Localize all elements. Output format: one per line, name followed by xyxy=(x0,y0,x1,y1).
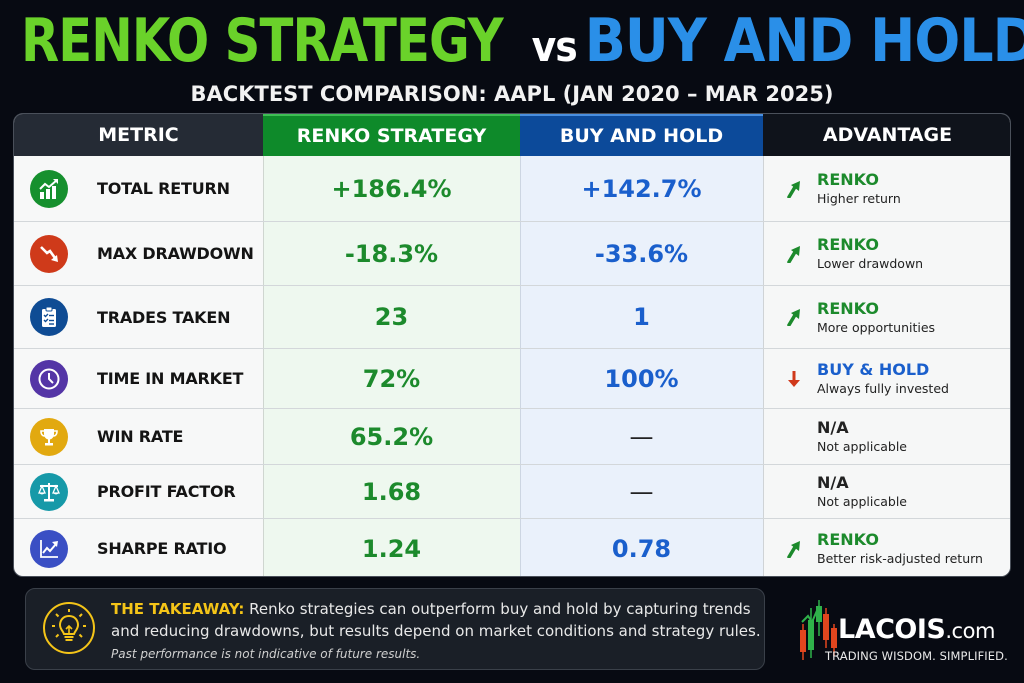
arrow-down-icon xyxy=(785,368,803,390)
metric-label: WIN RATE xyxy=(97,427,184,446)
advantage-winner: RENKO xyxy=(817,298,879,318)
advantage-note: Not applicable xyxy=(817,439,907,454)
column-header-renko: RENKO STRATEGY xyxy=(263,114,520,156)
buy-hold-value: -33.6% xyxy=(594,239,689,268)
lightbulb-icon xyxy=(42,601,96,655)
advantage-cell: BUY & HOLD Always fully invested xyxy=(763,349,1010,408)
advantage-note: Better risk-adjusted return xyxy=(817,551,983,566)
arrow-up-right-icon xyxy=(785,243,803,265)
renko-value: 1.24 xyxy=(361,534,422,563)
metric-label: TOTAL RETURN xyxy=(97,179,230,198)
metric-label: PROFIT FACTOR xyxy=(97,482,236,501)
metric-label: TIME IN MARKET xyxy=(97,369,244,388)
renko-value: 23 xyxy=(374,303,409,331)
buy-hold-value: 100% xyxy=(604,364,679,393)
line-chart-icon xyxy=(30,529,68,568)
comparison-table: METRIC RENKO STRATEGY BUY AND HOLD ADVAN… xyxy=(13,113,1011,577)
takeaway-box: THE TAKEAWAY: Renko strategies can outpe… xyxy=(25,588,765,670)
title-buy-hold: BUY AND HOLD xyxy=(584,6,1024,76)
advantage-winner: RENKO xyxy=(817,530,879,549)
candlestick-logo-icon xyxy=(800,600,837,660)
renko-value: -18.3% xyxy=(344,239,439,268)
logo-name: LACOIS xyxy=(838,614,946,645)
advantage-winner: RENKO xyxy=(817,235,879,254)
logo-tagline: TRADING WISDOM. SIMPLIFIED. xyxy=(825,649,1008,663)
advantage-winner: N/A xyxy=(817,418,849,437)
chart-up-icon xyxy=(30,169,68,208)
advantage-cell: RENKO Lower drawdown xyxy=(763,222,1010,285)
advantage-winner: BUY & HOLD xyxy=(817,360,930,379)
title-vs: vs xyxy=(531,22,578,71)
metric-label: TRADES TAKEN xyxy=(97,307,231,327)
buy-hold-column-bg xyxy=(520,156,763,576)
advantage-note: Higher return xyxy=(817,191,901,206)
metric-cell: WIN RATE xyxy=(14,409,263,464)
table-row-max-drawdown: MAX DRAWDOWN -18.3% -33.6% RENKO Lower d… xyxy=(14,221,1010,285)
scales-icon xyxy=(30,472,68,511)
buy-hold-value: 1 xyxy=(633,303,650,331)
metric-cell: MAX DRAWDOWN xyxy=(14,222,263,285)
trend-down-icon xyxy=(30,234,68,273)
renko-value: 65.2% xyxy=(349,422,434,451)
table-row-win-rate: WIN RATE 65.2% — N/A Not applicable xyxy=(14,408,1010,464)
logo-text: LACOIS.com xyxy=(838,614,995,645)
buy-hold-value: — xyxy=(629,422,654,451)
advantage-note: Always fully invested xyxy=(817,381,949,396)
buy-hold-value: 0.78 xyxy=(611,534,672,563)
takeaway-text: THE TAKEAWAY: Renko strategies can outpe… xyxy=(111,598,761,642)
no-arrow-spacer xyxy=(785,426,803,448)
advantage-cell: RENKO Higher return xyxy=(763,156,1010,221)
buy-hold-value: +142.7% xyxy=(581,174,702,203)
page-subtitle: BACKTEST COMPARISON: AAPL (JAN 2020 – MA… xyxy=(190,82,834,106)
clock-icon xyxy=(30,359,68,398)
table-row-profit-factor: PROFIT FACTOR 1.68 — N/A Not applicable xyxy=(14,464,1010,518)
table-row-sharpe-ratio: SHARPE RATIO 1.24 0.78 RENKO Better risk… xyxy=(14,518,1010,576)
clipboard-checklist-icon xyxy=(30,298,68,336)
advantage-note: Lower drawdown xyxy=(817,256,924,271)
buy-hold-value: — xyxy=(629,477,654,506)
renko-column-bg xyxy=(263,156,520,576)
logo-domain: .com xyxy=(945,619,995,643)
title-renko: RENKO STRATEGY xyxy=(20,6,504,76)
advantage-winner: RENKO xyxy=(817,170,879,189)
advantage-cell: N/A Not applicable xyxy=(763,409,1010,464)
takeaway-body: Renko strategies can outperform buy and … xyxy=(111,600,761,640)
metric-cell: PROFIT FACTOR xyxy=(14,465,263,518)
page-title: RENKO STRATEGY vs BUY AND HOLD xyxy=(0,6,1024,76)
advantage-cell: RENKO Better risk-adjusted return xyxy=(763,519,1010,576)
advantage-cell: RENKO More opportunities xyxy=(763,286,1010,348)
disclaimer: Past performance is not indicative of fu… xyxy=(111,647,421,661)
takeaway-label: THE TAKEAWAY: xyxy=(111,600,245,618)
table-row-time-in-market: TIME IN MARKET 72% 100% BUY & HOLD Alway… xyxy=(14,348,1010,408)
lacois-logo: LACOIS.com TRADING WISDOM. SIMPLIFIED. xyxy=(798,598,1018,668)
table-row-total-return: TOTAL RETURN +186.4% +142.7% RENKO Highe… xyxy=(14,156,1010,221)
metric-cell: SHARPE RATIO xyxy=(14,519,263,576)
advantage-cell: N/A Not applicable xyxy=(763,465,1010,518)
metric-cell: TIME IN MARKET xyxy=(14,349,263,408)
renko-value: 1.68 xyxy=(361,477,422,506)
no-arrow-spacer xyxy=(785,481,803,503)
metric-cell: TRADES TAKEN xyxy=(14,286,263,348)
column-header-metric: METRIC xyxy=(14,114,263,156)
advantage-column-bg xyxy=(763,156,1010,576)
arrow-up-right-icon xyxy=(785,538,803,560)
renko-value: +186.4% xyxy=(331,174,452,203)
metric-label: SHARPE RATIO xyxy=(97,539,227,558)
metric-label: MAX DRAWDOWN xyxy=(97,244,254,263)
arrow-up-right-icon xyxy=(785,306,803,328)
metric-cell: TOTAL RETURN xyxy=(14,156,263,221)
column-header-advantage: ADVANTAGE xyxy=(763,114,1010,156)
renko-value: 72% xyxy=(362,364,421,393)
advantage-note: More opportunities xyxy=(817,319,936,335)
trophy-icon xyxy=(30,417,68,456)
advantage-winner: N/A xyxy=(817,473,849,492)
table-row-trades-taken: TRADES TAKEN 23 1 RENKO More opportuniti… xyxy=(14,285,1010,348)
column-header-buy-hold: BUY AND HOLD xyxy=(520,114,763,156)
arrow-up-right-icon xyxy=(785,178,803,200)
advantage-note: Not applicable xyxy=(817,494,907,509)
